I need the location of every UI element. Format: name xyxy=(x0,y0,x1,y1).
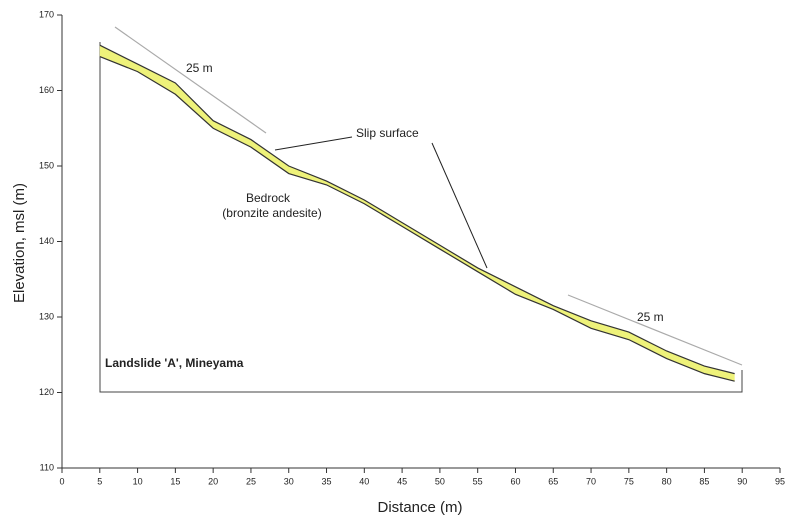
y-tick-label: 170 xyxy=(39,9,54,19)
x-tick-label: 25 xyxy=(246,476,256,486)
x-tick-label: 40 xyxy=(359,476,369,486)
x-tick-label: 70 xyxy=(586,476,596,486)
x-tick-label: 55 xyxy=(473,476,483,486)
x-tick-label: 5 xyxy=(97,476,102,486)
y-tick-label: 120 xyxy=(39,387,54,397)
annotation: 25 m xyxy=(637,310,664,324)
y-tick-label: 160 xyxy=(39,85,54,95)
bedrock-outline xyxy=(100,42,742,392)
x-tick-label: 85 xyxy=(699,476,709,486)
reference-line xyxy=(568,295,742,365)
annotation: (bronzite andesite) xyxy=(222,206,321,220)
x-axis-label: Distance (m) xyxy=(377,499,462,516)
annotation: Slip surface xyxy=(356,126,419,140)
x-tick-label: 35 xyxy=(322,476,332,486)
x-tick-label: 0 xyxy=(59,476,64,486)
landslide-mass xyxy=(100,45,735,381)
annotation-arrow xyxy=(275,137,352,150)
y-tick-label: 140 xyxy=(39,236,54,246)
x-tick-label: 75 xyxy=(624,476,634,486)
x-tick-label: 95 xyxy=(775,476,785,486)
x-tick-label: 30 xyxy=(284,476,294,486)
x-tick-label: 90 xyxy=(737,476,747,486)
x-tick-label: 20 xyxy=(208,476,218,486)
annotation: Landslide 'A', Mineyama xyxy=(105,356,244,370)
x-tick-label: 60 xyxy=(510,476,520,486)
chart: 25 m 25 m Slip surface Bedrock (bronzite… xyxy=(0,0,795,522)
y-tick-label: 110 xyxy=(40,462,54,472)
y-tick-label: 150 xyxy=(39,160,54,170)
annotation: 25 m xyxy=(186,61,213,75)
reference-line xyxy=(115,27,266,133)
annotation: Bedrock xyxy=(246,191,291,205)
x-tick-label: 45 xyxy=(397,476,407,486)
x-tick-label: 15 xyxy=(170,476,180,486)
x-tick-label: 50 xyxy=(435,476,445,486)
x-tick-label: 65 xyxy=(548,476,558,486)
y-tick-label: 130 xyxy=(39,311,54,321)
x-tick-label: 80 xyxy=(662,476,672,486)
y-axis-label: Elevation, msl (m) xyxy=(11,183,28,303)
x-tick-label: 10 xyxy=(133,476,143,486)
